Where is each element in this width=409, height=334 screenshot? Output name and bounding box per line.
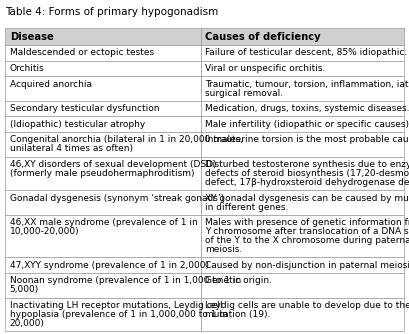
Bar: [200, 190, 404, 215]
Text: Maldescended or ectopic testes: Maldescended or ectopic testes: [10, 48, 154, 57]
Text: defect, 17β-hydroxsteroid dehydrogenase defect).: defect, 17β-hydroxsteroid dehydrogenase …: [205, 178, 409, 187]
Text: Orchitis: Orchitis: [10, 64, 45, 73]
Bar: [5, 298, 200, 331]
Text: Caused by non-disjunction in paternal meiosis.: Caused by non-disjunction in paternal me…: [205, 261, 409, 270]
Bar: [5, 157, 200, 190]
Bar: [200, 258, 404, 273]
Text: Male infertility (idiopathic or specific causes).: Male infertility (idiopathic or specific…: [205, 120, 409, 129]
Text: Disturbed testosterone synthesis due to enzymatic: Disturbed testosterone synthesis due to …: [205, 160, 409, 169]
Text: Congenital anorchia (bilateral in 1 in 20,000 males,: Congenital anorchia (bilateral in 1 in 2…: [10, 135, 243, 144]
Text: surgical removal.: surgical removal.: [205, 89, 283, 98]
Bar: [200, 28, 404, 45]
Text: Intrauterine torsion is the most probable cause.: Intrauterine torsion is the most probabl…: [205, 135, 409, 144]
Text: Gonadal dysgenesis (synonym ‘streak gonads’): Gonadal dysgenesis (synonym ‘streak gona…: [10, 194, 224, 203]
Bar: [200, 273, 404, 298]
Bar: [200, 101, 404, 117]
Text: 5,000): 5,000): [10, 286, 39, 295]
Text: Causes of deficiency: Causes of deficiency: [205, 32, 321, 42]
Text: Table 4: Forms of primary hypogonadism: Table 4: Forms of primary hypogonadism: [5, 7, 218, 17]
Text: Traumatic, tumour, torsion, inflammation, iatrogenic,: Traumatic, tumour, torsion, inflammation…: [205, 79, 409, 89]
Text: (Idiopathic) testicular atrophy: (Idiopathic) testicular atrophy: [10, 120, 145, 129]
Text: Genetic origin.: Genetic origin.: [205, 277, 272, 286]
Text: Noonan syndrome (prevalence of 1 in 1,000 to 1 in: Noonan syndrome (prevalence of 1 in 1,00…: [10, 277, 241, 286]
Text: hypoplasia (prevalence of 1 in 1,000,000 to 1 in: hypoplasia (prevalence of 1 in 1,000,000…: [10, 310, 227, 319]
Bar: [5, 190, 200, 215]
Text: Viral or unspecific orchitis.: Viral or unspecific orchitis.: [205, 64, 326, 73]
Bar: [5, 60, 200, 76]
Bar: [5, 215, 200, 258]
Text: Failure of testicular descent, 85% idiopathic.: Failure of testicular descent, 85% idiop…: [205, 48, 408, 57]
Text: meiosis.: meiosis.: [205, 245, 243, 254]
Bar: [5, 76, 200, 101]
Bar: [5, 101, 200, 117]
Text: Leydig cells are unable to develop due to the: Leydig cells are unable to develop due t…: [205, 301, 409, 310]
Text: 46,XX male syndrome (prevalence of 1 in: 46,XX male syndrome (prevalence of 1 in: [10, 218, 198, 227]
Text: XY gonadal dysgenesis can be caused by mutations: XY gonadal dysgenesis can be caused by m…: [205, 194, 409, 203]
Text: unilateral 4 times as often): unilateral 4 times as often): [10, 144, 133, 153]
Text: defects of steroid biosynthesis (17,20-desmolase: defects of steroid biosynthesis (17,20-d…: [205, 169, 409, 178]
Bar: [200, 157, 404, 190]
Bar: [5, 132, 200, 157]
Text: in different genes.: in different genes.: [205, 203, 289, 212]
Bar: [5, 273, 200, 298]
Text: 20,000): 20,000): [10, 319, 45, 328]
Text: Medication, drugs, toxins, systemic diseases.: Medication, drugs, toxins, systemic dise…: [205, 104, 409, 113]
Text: (formerly male pseudohermaphroditism): (formerly male pseudohermaphroditism): [10, 169, 194, 178]
Bar: [200, 215, 404, 258]
Text: mutation (19).: mutation (19).: [205, 310, 271, 319]
Bar: [200, 117, 404, 132]
Text: 10,000-20,000): 10,000-20,000): [10, 227, 79, 236]
Text: Y chromosome after translocation of a DNA segment: Y chromosome after translocation of a DN…: [205, 227, 409, 236]
Text: Males with presence of genetic information from the: Males with presence of genetic informati…: [205, 218, 409, 227]
Text: 46,XY disorders of sexual development (DSD): 46,XY disorders of sexual development (D…: [10, 160, 216, 169]
Text: 47,XYY syndrome (prevalence of 1 in 2,000): 47,XYY syndrome (prevalence of 1 in 2,00…: [10, 261, 209, 270]
Bar: [200, 45, 404, 60]
Bar: [5, 28, 200, 45]
Text: of the Y to the X chromosome during paternal: of the Y to the X chromosome during pate…: [205, 236, 409, 245]
Bar: [200, 298, 404, 331]
Bar: [200, 132, 404, 157]
Bar: [200, 60, 404, 76]
Bar: [5, 258, 200, 273]
Bar: [200, 76, 404, 101]
Text: Inactivating LH receptor mutations, Leydig cell: Inactivating LH receptor mutations, Leyd…: [10, 301, 222, 310]
Text: Secondary testicular dysfunction: Secondary testicular dysfunction: [10, 104, 159, 113]
Bar: [5, 117, 200, 132]
Bar: [5, 45, 200, 60]
Text: Disease: Disease: [10, 32, 54, 42]
Text: Acquired anorchia: Acquired anorchia: [10, 79, 92, 89]
